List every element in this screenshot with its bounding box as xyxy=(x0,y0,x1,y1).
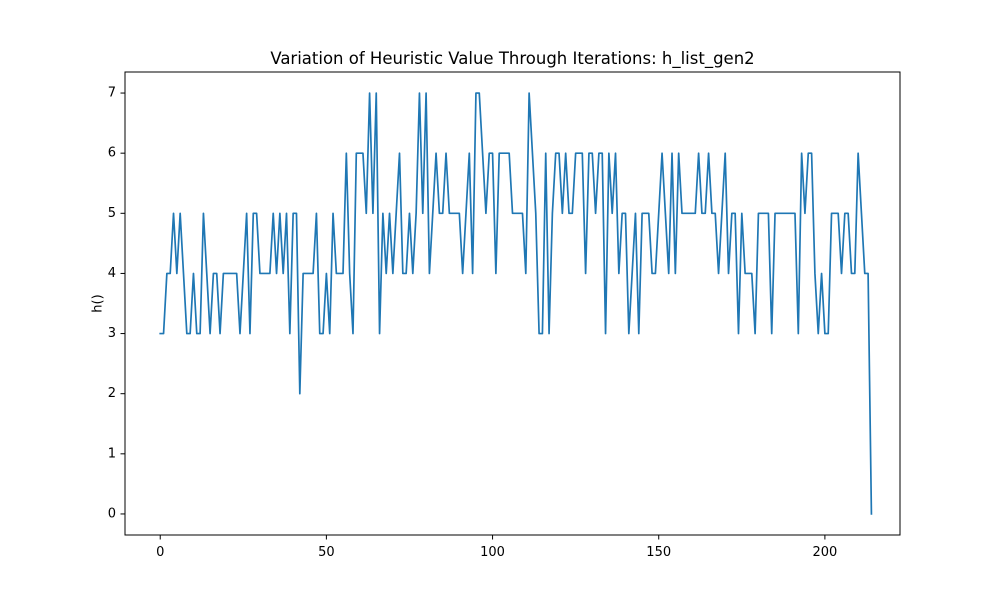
y-tick-label: 2 xyxy=(108,386,116,401)
y-tick-label: 7 xyxy=(108,86,116,101)
plot-area xyxy=(159,92,873,515)
x-tick-label: 50 xyxy=(318,545,335,560)
y-tick-label: 1 xyxy=(108,446,116,461)
axes-frame xyxy=(124,71,901,536)
axis-ticks: 0 50 100 150 200 0 1 2 3 4 5 6 7 xyxy=(108,86,838,560)
y-tick-label: 3 xyxy=(108,326,116,341)
y-tick-label: 6 xyxy=(108,146,116,161)
y-axis-label: h() xyxy=(91,294,106,312)
chart-title: Variation of Heuristic Value Through Ite… xyxy=(270,49,754,69)
y-tick-label: 4 xyxy=(108,266,116,281)
x-tick-label: 200 xyxy=(812,545,837,560)
series-line xyxy=(159,92,873,515)
y-tick-label: 0 xyxy=(108,506,116,521)
x-tick-label: 150 xyxy=(646,545,671,560)
y-tick-label: 5 xyxy=(108,206,116,221)
x-tick-label: 0 xyxy=(156,545,164,560)
x-tick-label: 100 xyxy=(480,545,505,560)
